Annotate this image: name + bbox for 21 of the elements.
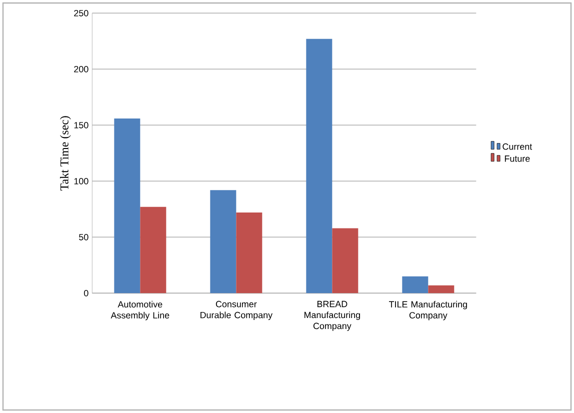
x-tick-label: Automotive Assembly Line bbox=[110, 300, 170, 320]
bar bbox=[402, 276, 428, 294]
bar bbox=[428, 285, 454, 294]
y-tick-label: 150 bbox=[74, 122, 88, 128]
y-tick-label: 250 bbox=[74, 10, 88, 16]
bar bbox=[114, 118, 140, 294]
legend-label: Current bbox=[502, 143, 532, 150]
x-tick-label: BREAD Manufacturing Company bbox=[304, 300, 360, 331]
bar bbox=[210, 190, 236, 294]
y-tick-label: 100 bbox=[74, 178, 88, 184]
x-tick-label: Consumer Durable Company bbox=[200, 300, 273, 320]
y-tick-label: 50 bbox=[79, 234, 88, 240]
bar bbox=[140, 206, 166, 294]
legend-label: Future bbox=[504, 156, 530, 162]
bar bbox=[306, 38, 332, 294]
y-tick-label: 0 bbox=[84, 290, 88, 296]
bar bbox=[332, 228, 358, 294]
y-axis-title: Takt Time (sec) bbox=[60, 116, 71, 190]
y-tick-label: 200 bbox=[74, 66, 88, 72]
bar bbox=[236, 212, 262, 294]
x-tick-label: TILE Manufacturing Company bbox=[388, 300, 467, 320]
